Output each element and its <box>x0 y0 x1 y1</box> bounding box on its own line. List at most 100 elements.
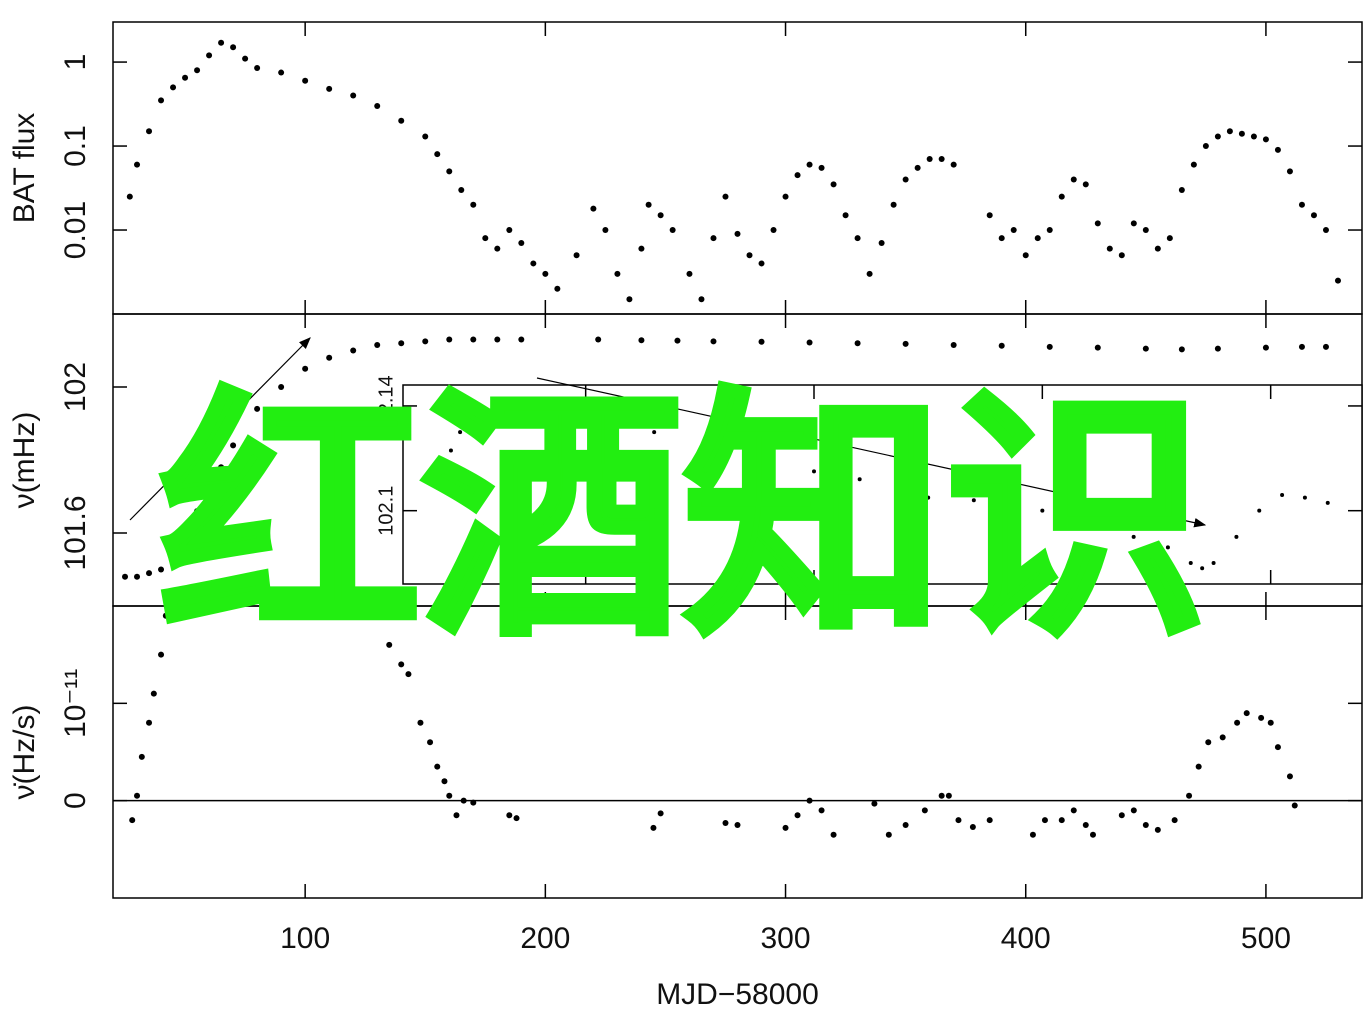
data-point <box>469 414 474 419</box>
y-axis-label: ν̇(Hz/s) <box>8 705 41 800</box>
x-tick-label: 500 <box>1241 922 1291 955</box>
data-point <box>1010 227 1017 234</box>
data-point <box>1094 344 1101 351</box>
data-point <box>902 176 909 183</box>
data-point <box>230 44 237 51</box>
data-point <box>1154 826 1161 833</box>
data-point <box>1041 817 1048 824</box>
y-tick-label: 102 <box>59 362 92 412</box>
data-point <box>1046 227 1053 234</box>
data-point <box>405 671 412 678</box>
data-point <box>938 156 945 163</box>
data-point <box>1178 346 1185 353</box>
data-point <box>1258 714 1265 721</box>
data-point <box>194 67 201 74</box>
data-point <box>573 252 580 259</box>
data-point <box>866 270 873 277</box>
data-point <box>818 164 825 171</box>
data-point <box>1040 508 1045 513</box>
data-point <box>638 337 645 344</box>
data-point <box>1234 719 1241 726</box>
data-point <box>326 85 333 92</box>
data-point <box>1250 133 1257 140</box>
data-point <box>626 296 633 303</box>
data-point <box>1058 193 1065 200</box>
data-point <box>1214 133 1221 140</box>
data-point <box>150 690 157 697</box>
data-point <box>782 824 789 831</box>
data-point <box>453 812 460 819</box>
data-point <box>1262 344 1269 351</box>
data-point <box>518 336 525 343</box>
data-point <box>722 193 729 200</box>
data-point <box>470 336 477 343</box>
data-point <box>746 252 753 259</box>
data-point <box>515 406 520 411</box>
data-point <box>126 193 133 200</box>
data-point <box>374 102 381 109</box>
data-point <box>448 448 453 453</box>
data-point <box>518 240 525 247</box>
data-point <box>986 817 993 824</box>
data-point <box>1262 136 1269 143</box>
data-point <box>1202 143 1209 150</box>
data-point <box>513 815 520 822</box>
y-tick-label: 102.1 <box>375 486 397 536</box>
data-point <box>446 168 453 175</box>
data-point <box>818 807 825 814</box>
data-point <box>470 799 477 806</box>
data-point <box>146 128 153 135</box>
data-point <box>1171 817 1178 824</box>
data-point <box>1205 739 1212 746</box>
data-point <box>1086 521 1090 526</box>
watermark: 红酒知识 <box>159 372 1207 665</box>
panel: 102.1 102.14 <box>375 375 1363 585</box>
data-point <box>374 606 381 609</box>
data-point <box>812 469 816 474</box>
data-point <box>134 792 141 799</box>
data-point <box>242 55 249 62</box>
data-point <box>134 573 141 580</box>
data-point <box>1280 492 1285 497</box>
data-point <box>182 530 189 536</box>
data-point <box>218 39 225 46</box>
data-point <box>302 365 309 372</box>
data-point <box>1267 719 1274 726</box>
data-point <box>986 212 993 219</box>
data-point <box>1257 508 1262 513</box>
data-point <box>998 342 1005 349</box>
data-point <box>1058 817 1065 824</box>
data-point <box>182 74 189 81</box>
data-point <box>1186 792 1193 799</box>
data-point <box>170 84 177 91</box>
data-point <box>945 792 952 799</box>
data-point <box>969 823 976 830</box>
data-point <box>1034 235 1041 242</box>
data-point <box>494 336 501 343</box>
data-point <box>590 205 597 212</box>
data-point <box>146 719 153 726</box>
data-point <box>1238 130 1245 137</box>
data-point <box>386 641 393 648</box>
data-point <box>1286 773 1293 780</box>
data-point <box>669 227 676 234</box>
data-point <box>903 487 908 492</box>
data-point <box>1082 822 1089 828</box>
data-point <box>857 477 862 482</box>
data-point <box>1298 343 1305 350</box>
data-point <box>926 495 931 500</box>
data-point <box>830 831 837 838</box>
data-point <box>1274 146 1281 153</box>
data-point <box>650 824 657 831</box>
data-point <box>374 342 381 349</box>
frame <box>112 605 1363 899</box>
y-tick-label: 0.01 <box>59 201 92 259</box>
data-point <box>158 566 165 573</box>
data-point <box>417 719 424 726</box>
data-point <box>1219 734 1226 741</box>
data-point <box>770 227 777 234</box>
data-point <box>758 338 765 345</box>
data-point <box>1142 822 1149 828</box>
data-point <box>1118 252 1125 259</box>
